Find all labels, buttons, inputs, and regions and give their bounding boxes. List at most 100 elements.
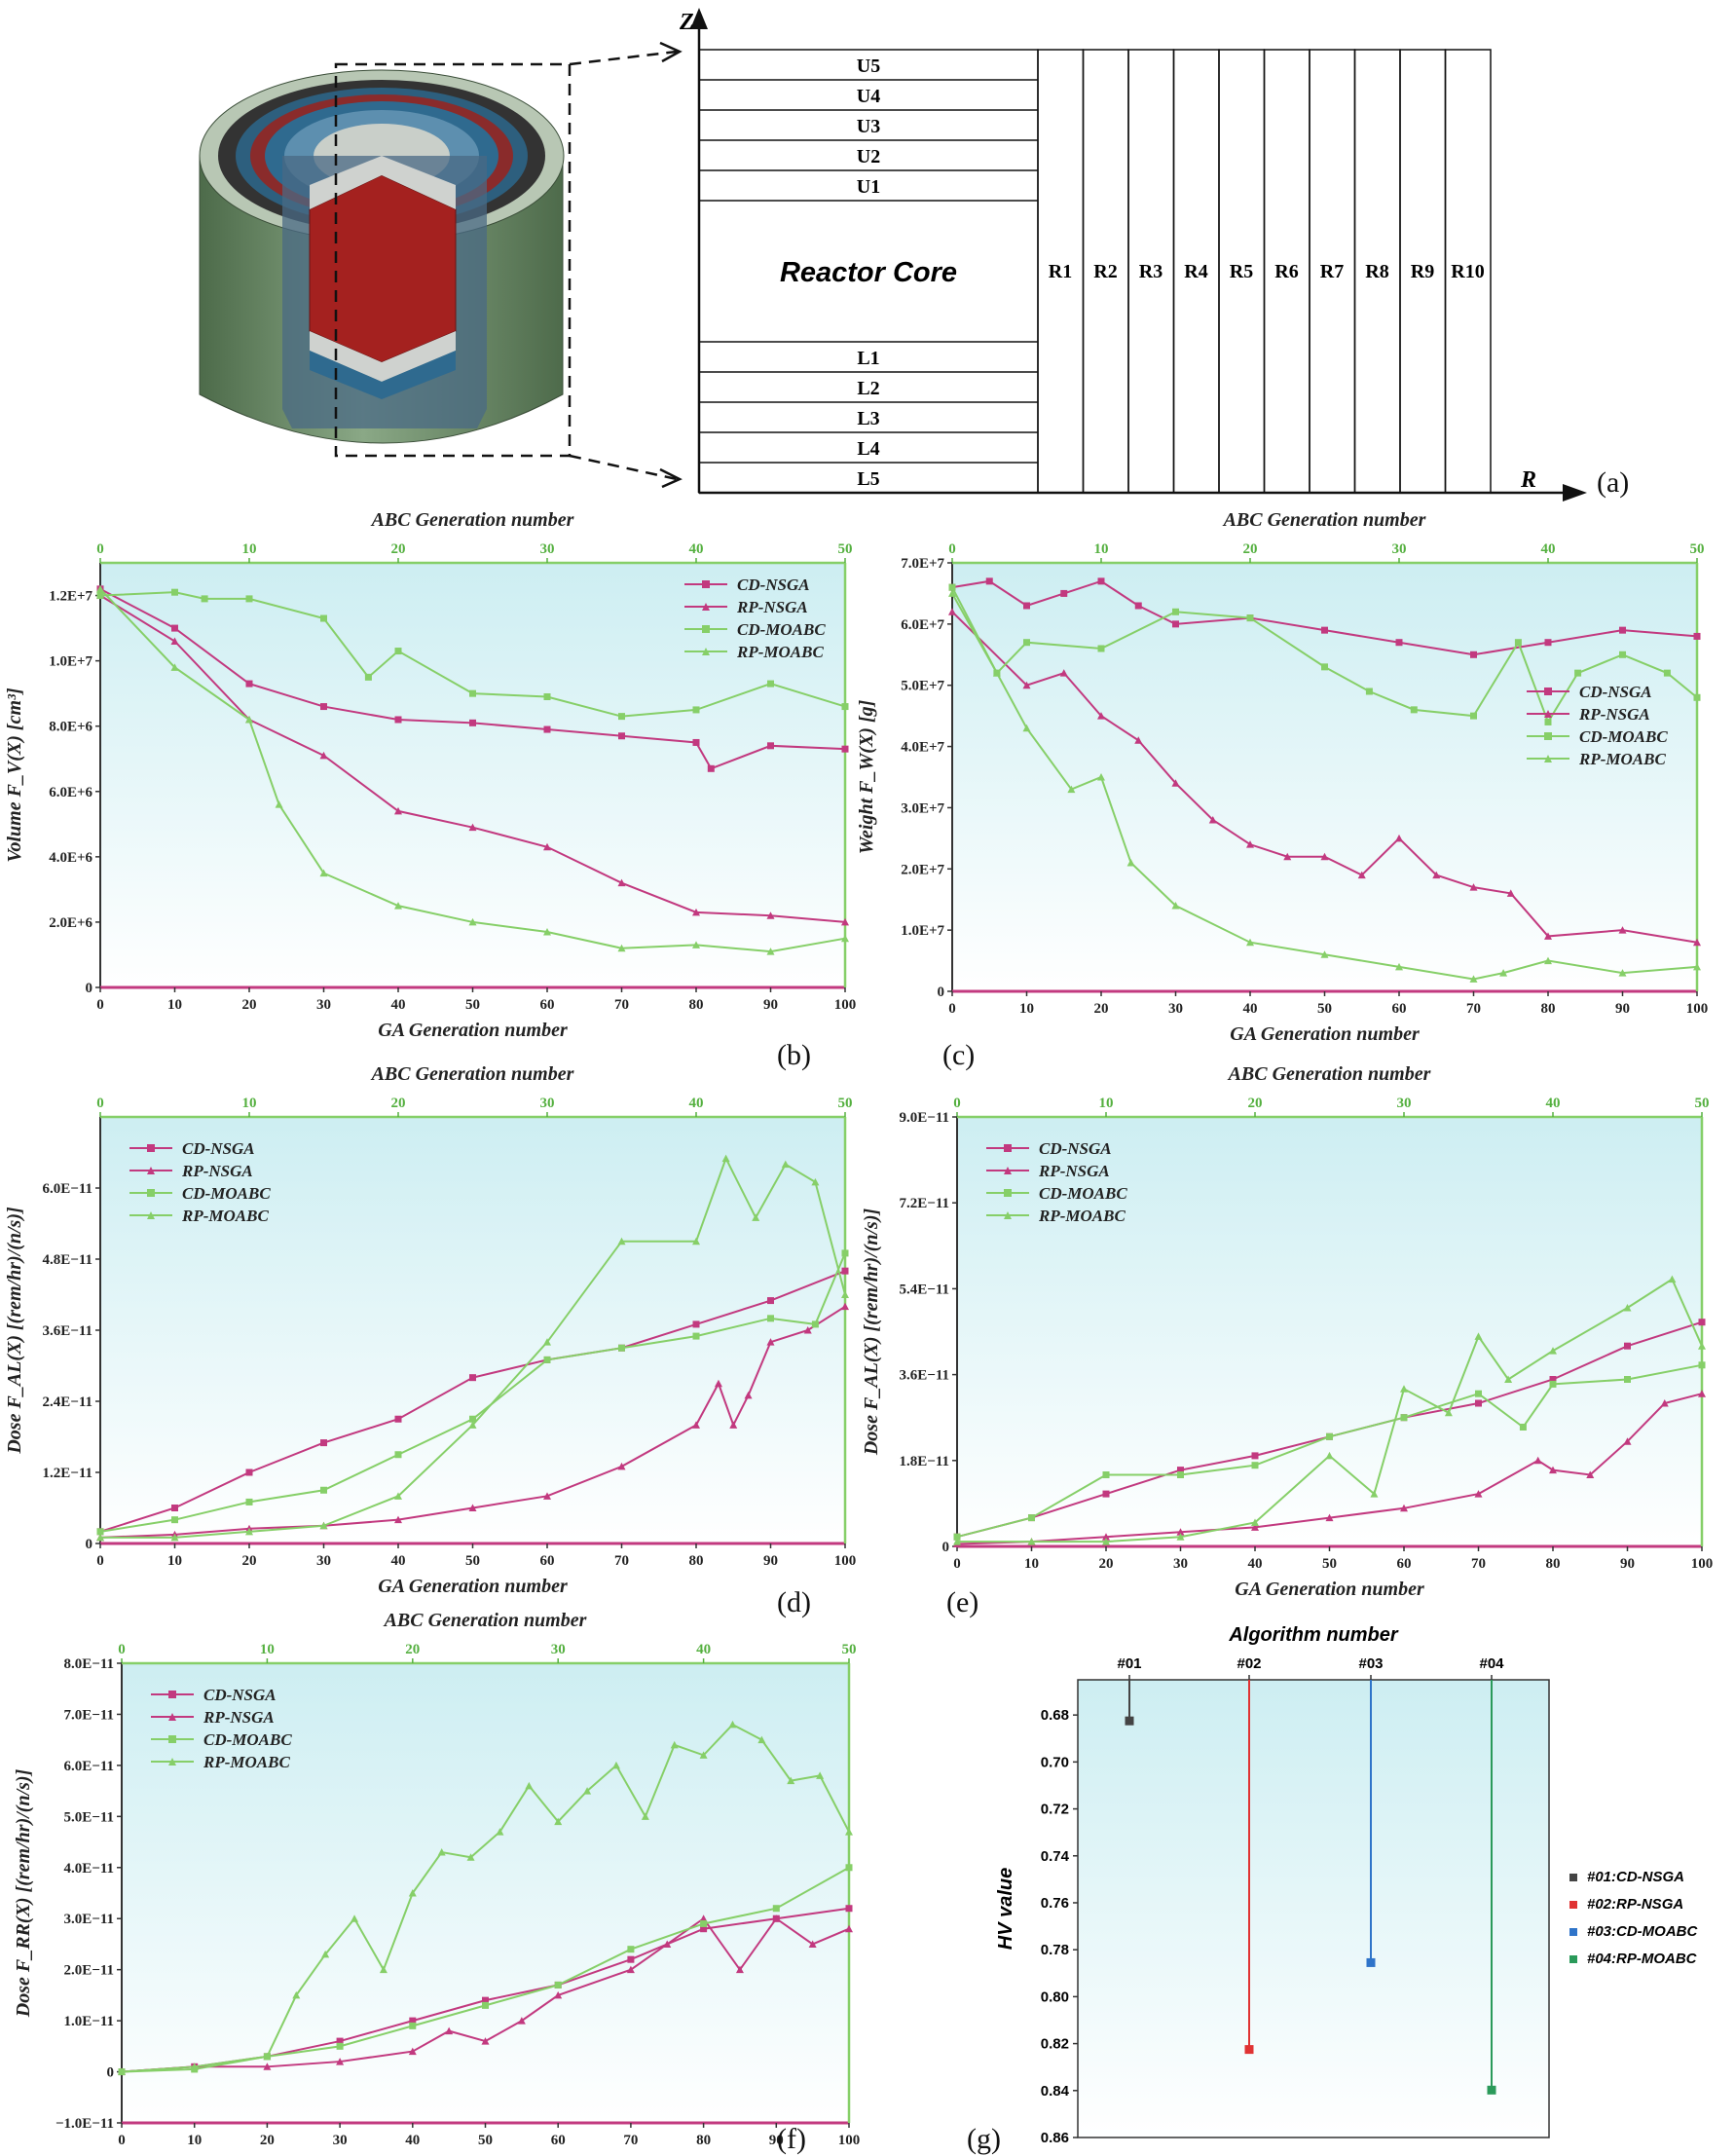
legend-label-CD-NSGA: CD-NSGA: [182, 1139, 255, 1158]
data-point-RP-MOABC: [1022, 724, 1031, 732]
x-tick-label: 80: [1541, 1001, 1556, 1017]
data-point-RP-MOABC: [752, 1213, 760, 1221]
legend-marker: [1544, 710, 1552, 718]
legend-marker: [1004, 1211, 1012, 1219]
data-point-RP-MOABC: [1067, 785, 1076, 794]
series-line-CD-NSGA: [99, 587, 846, 770]
radial-layer-R10: R10: [1451, 261, 1484, 282]
x-tick-label: 0: [953, 1556, 961, 1572]
x2-tick-label: 10: [242, 1096, 257, 1111]
series-line-CD-NSGA: [951, 579, 1698, 656]
x2-tick-label: 0: [118, 1642, 126, 1657]
x2-tick-label: 0: [953, 1096, 961, 1111]
legend-marker: [168, 1758, 176, 1766]
data-point-RP-NSGA: [744, 1391, 753, 1399]
data-point-RP-MOABC: [1698, 1342, 1706, 1350]
data-point-RP-MOABC: [1623, 1304, 1632, 1312]
data-point-RP-NSGA: [1474, 1490, 1483, 1498]
data-point-CD-MOABC: [692, 706, 700, 714]
data-point-RP-NSGA: [1176, 1528, 1185, 1536]
z-axis-label: Z: [679, 10, 694, 35]
x-tick-label: 90: [1615, 1001, 1630, 1017]
plot-area: [1077, 1679, 1550, 2138]
data-point-CD-MOABC: [1172, 608, 1179, 615]
data-point-CD-NSGA: [171, 1505, 178, 1511]
chart-panel-g: Algorithm number HV value (g) 0.68 0.70 0.72 0…: [967, 1624, 1699, 2155]
x-tick-label: 90: [763, 1553, 778, 1569]
y-tick-label: 0: [938, 985, 945, 1000]
data-point-CD-MOABC: [469, 1415, 476, 1423]
data-point-RP-NSGA: [445, 2026, 454, 2035]
x-tick-label: 90: [1620, 1556, 1635, 1572]
r-axis-label: R: [1520, 467, 1536, 493]
data-point-CD-MOABC: [841, 703, 849, 711]
data-point-RP-NSGA: [1320, 852, 1329, 861]
data-point-RP-NSGA: [766, 1338, 775, 1346]
data-point-RP-MOABC: [118, 2067, 126, 2076]
legend-label-RP-MOABC: RP-MOABC: [181, 1207, 269, 1225]
radial-layer-R4: R4: [1184, 261, 1207, 282]
legend-label-RP-NSGA: RP-NSGA: [1038, 1162, 1110, 1180]
data-point-RP-MOABC: [319, 869, 328, 877]
data-point-RP-MOABC: [275, 800, 283, 808]
y-tick-label: 9.0E−11: [900, 1110, 949, 1126]
data-point-RP-MOABC: [245, 715, 253, 724]
radial-layer-R2: R2: [1093, 261, 1117, 282]
data-point-RP-MOABC: [554, 1817, 563, 1826]
hv-point-#02: [1244, 2045, 1254, 2055]
data-point-RP-NSGA: [554, 1990, 563, 1999]
chart-panel-b: 0 10 20 30 40 50 60 70 80 90 100 0 10 20 30 40 50 0 2.0E+6…: [4, 509, 856, 1071]
data-point-RP-MOABC: [379, 1965, 388, 1974]
y-tick-label: 0: [86, 981, 93, 996]
data-point-CD-NSGA: [1475, 1399, 1482, 1407]
x2-tick-label: 20: [405, 1642, 420, 1657]
data-point-RP-MOABC: [170, 663, 179, 671]
x-tick-label: 60: [540, 1553, 555, 1569]
legend-label-CD-MOABC: CD-MOABC: [737, 620, 826, 639]
x-tick-label: 60: [1397, 1556, 1412, 1572]
x-tick-label: 30: [1173, 1556, 1188, 1572]
x2-axis-title: Algorithm number: [1228, 1624, 1399, 1646]
x-tick-label: 10: [1024, 1556, 1039, 1572]
y-tick-label: 1.2E+7: [49, 589, 92, 605]
panel-label-c: (c): [942, 1039, 975, 1071]
x2-tick-label: 20: [391, 1096, 406, 1111]
x-tick-label: 50: [478, 2133, 493, 2148]
data-point-CD-NSGA: [1549, 1376, 1557, 1383]
data-point-CD-MOABC: [469, 689, 476, 697]
series-line-CD-MOABC: [956, 1363, 1703, 1539]
panel-label-a: (a): [1597, 466, 1629, 499]
data-point-CD-MOABC: [171, 1516, 178, 1524]
data-point-RP-MOABC: [1370, 1490, 1379, 1498]
hv-point-#01: [1125, 1716, 1134, 1726]
data-point-RP-NSGA: [394, 1515, 402, 1524]
series-line-CD-MOABC: [951, 586, 1698, 725]
data-point-CD-MOABC: [1246, 614, 1254, 622]
y-tick-label: 4.0E+6: [49, 850, 92, 866]
data-point-RP-MOABC: [321, 1950, 330, 1958]
legend-label-CD-NSGA: CD-NSGA: [737, 576, 810, 594]
legend-marker: [1569, 1928, 1577, 1936]
data-point-RP-MOABC: [292, 1990, 301, 1999]
x-tick-label: 20: [260, 2133, 275, 2148]
y-axis-title: Dose F_AL(X) [(rem/hr)/(n/s)]: [861, 1208, 882, 1457]
y-tick-label: 5.0E−11: [64, 1809, 114, 1825]
data-point-RP-NSGA: [1059, 669, 1068, 677]
data-point-CD-NSGA: [1023, 602, 1030, 610]
data-point-CD-NSGA: [1698, 1319, 1706, 1326]
data-point-CD-MOABC: [543, 693, 551, 701]
data-point-RP-MOABC: [617, 1237, 626, 1245]
data-point-CD-NSGA: [1134, 602, 1142, 610]
data-point-CD-MOABC: [364, 673, 372, 681]
data-point-RP-NSGA: [1395, 834, 1403, 842]
y-tick-label: 0.76: [1041, 1895, 1069, 1912]
x2-tick-label: 10: [260, 1642, 275, 1657]
data-point-CD-NSGA: [1395, 639, 1403, 647]
x-tick-label: 40: [391, 997, 406, 1013]
legend-label-RP-NSGA: RP-NSGA: [203, 1708, 275, 1727]
data-point-CD-MOABC: [1470, 712, 1477, 720]
data-point-RP-MOABC: [466, 1853, 475, 1861]
data-point-RP-MOABC: [468, 917, 477, 926]
data-point-CD-MOABC: [1514, 639, 1522, 647]
data-point-RP-MOABC: [1102, 1538, 1110, 1545]
